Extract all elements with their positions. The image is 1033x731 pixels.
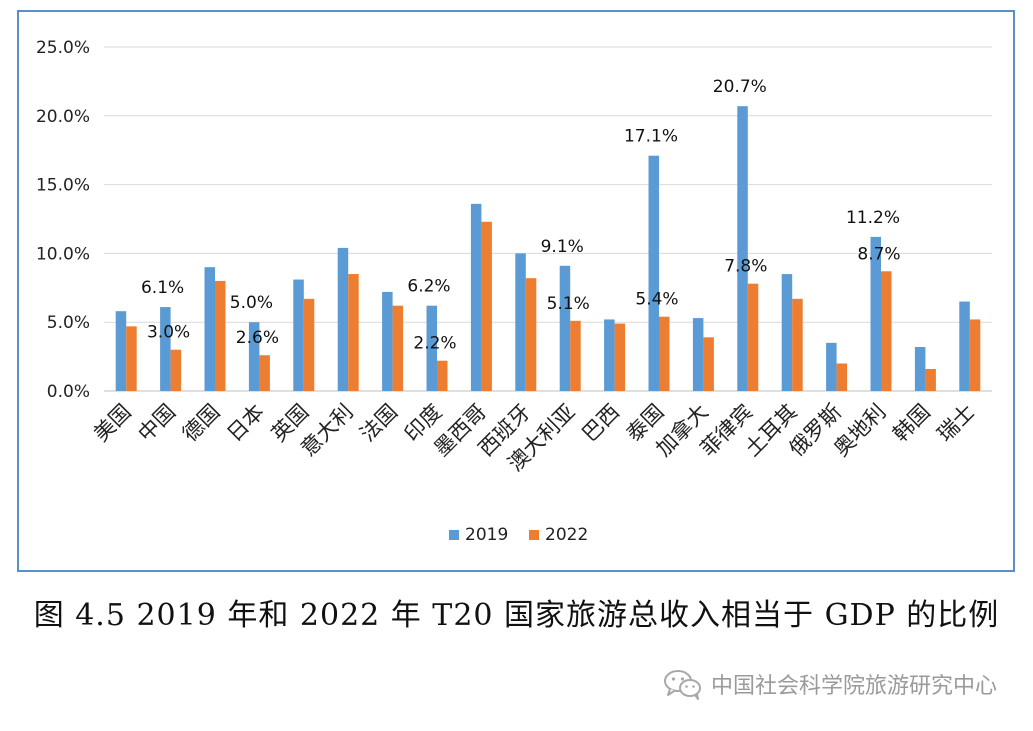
x-tick-label: 德国: [178, 400, 225, 447]
bar-2019: [426, 305, 437, 391]
x-tick-label: 中国: [133, 400, 180, 447]
data-label: 2.2%: [413, 334, 456, 354]
data-label: 17.1%: [624, 127, 678, 147]
chart-frame: 0.0% 5.0% 10.0% 15.0% 20.0% 25.0% 美国 中国 德国 日本 英国 意大…: [17, 10, 1015, 572]
bar-2022: [836, 363, 848, 391]
data-label: 2.6%: [236, 328, 279, 348]
legend-swatch-2019: [449, 530, 459, 540]
bar-2022: [303, 298, 315, 391]
x-tick-label: 日本: [222, 400, 269, 447]
bar-2022: [703, 337, 714, 391]
x-tick-label: 瑞士: [933, 400, 980, 447]
bar-2019: [737, 106, 748, 391]
wechat-icon: [663, 670, 701, 700]
bar-2019: [515, 253, 526, 391]
bar-2019: [559, 265, 571, 391]
y-tick-label: 10.0%: [36, 244, 90, 264]
x-tick-label: 巴西: [577, 400, 624, 447]
bar-2022: [792, 298, 803, 391]
x-tick-label: 韩国: [888, 400, 935, 447]
bar-chart: 0.0%5.0%10.0%15.0%20.0%25.0%美国中国德国日本英国意大…: [36, 38, 992, 545]
legend-label-2019: 2019: [465, 525, 508, 545]
bar-2019: [648, 155, 659, 391]
y-tick-label: 15.0%: [36, 176, 90, 196]
bar-2022: [881, 271, 892, 391]
bar-2022: [570, 320, 581, 391]
bar-2019: [248, 322, 260, 391]
figure-caption: 图 4.5 2019 年和 2022 年 T20 国家旅游总收入相当于 GDP …: [33, 598, 1000, 633]
bar-2022: [259, 355, 270, 391]
bar-2019: [914, 346, 926, 391]
bar-2022: [925, 368, 936, 391]
data-label: 6.2%: [407, 277, 450, 297]
data-label: 20.7%: [713, 77, 767, 97]
bar-2022: [659, 316, 670, 391]
data-label: 5.1%: [547, 294, 590, 314]
bar-2019: [781, 274, 793, 391]
x-tick-label: 法国: [355, 400, 402, 447]
bar-2019: [293, 279, 304, 391]
watermark: 中国社会科学院旅游研究中心: [663, 668, 997, 700]
data-label: 11.2%: [846, 208, 900, 228]
y-tick-label: 5.0%: [47, 313, 90, 333]
bar-2019: [204, 267, 215, 391]
watermark-text: 中国社会科学院旅游研究中心: [710, 674, 997, 699]
data-label: 3.0%: [147, 323, 190, 343]
bar-2019: [870, 236, 881, 391]
bar-2022: [215, 280, 226, 391]
bar-2019: [160, 307, 171, 391]
bar-2019: [470, 203, 482, 391]
y-tick-label: 25.0%: [36, 38, 90, 58]
data-label: 8.7%: [857, 244, 900, 264]
bar-2022: [348, 274, 359, 391]
bar-2022: [969, 319, 981, 391]
bar-2019: [959, 301, 970, 391]
bar-2019: [826, 342, 837, 391]
bar-2019: [604, 319, 615, 391]
bar-2022: [437, 360, 448, 391]
data-label: 6.1%: [141, 278, 184, 298]
bar-2022: [614, 323, 626, 391]
data-label: 5.4%: [635, 290, 678, 310]
bar-2019: [115, 311, 127, 391]
y-tick-label: 20.0%: [36, 107, 90, 127]
data-label: 9.1%: [541, 237, 584, 257]
bar-2019: [382, 291, 393, 391]
bar-2022: [170, 349, 182, 391]
data-label: 7.8%: [724, 257, 767, 277]
data-label: 5.0%: [230, 293, 273, 313]
bar-2022: [525, 278, 537, 391]
legend-label-2022: 2022: [545, 525, 588, 545]
bar-2019: [337, 247, 349, 391]
y-tick-label: 0.0%: [47, 382, 90, 402]
bar-2022: [392, 305, 404, 391]
bar-2022: [747, 283, 759, 391]
x-tick-label: 美国: [89, 400, 136, 447]
bar-2019: [692, 318, 704, 391]
bar-2022: [481, 221, 492, 391]
legend-swatch-2022: [529, 530, 539, 540]
bar-2022: [126, 326, 137, 391]
